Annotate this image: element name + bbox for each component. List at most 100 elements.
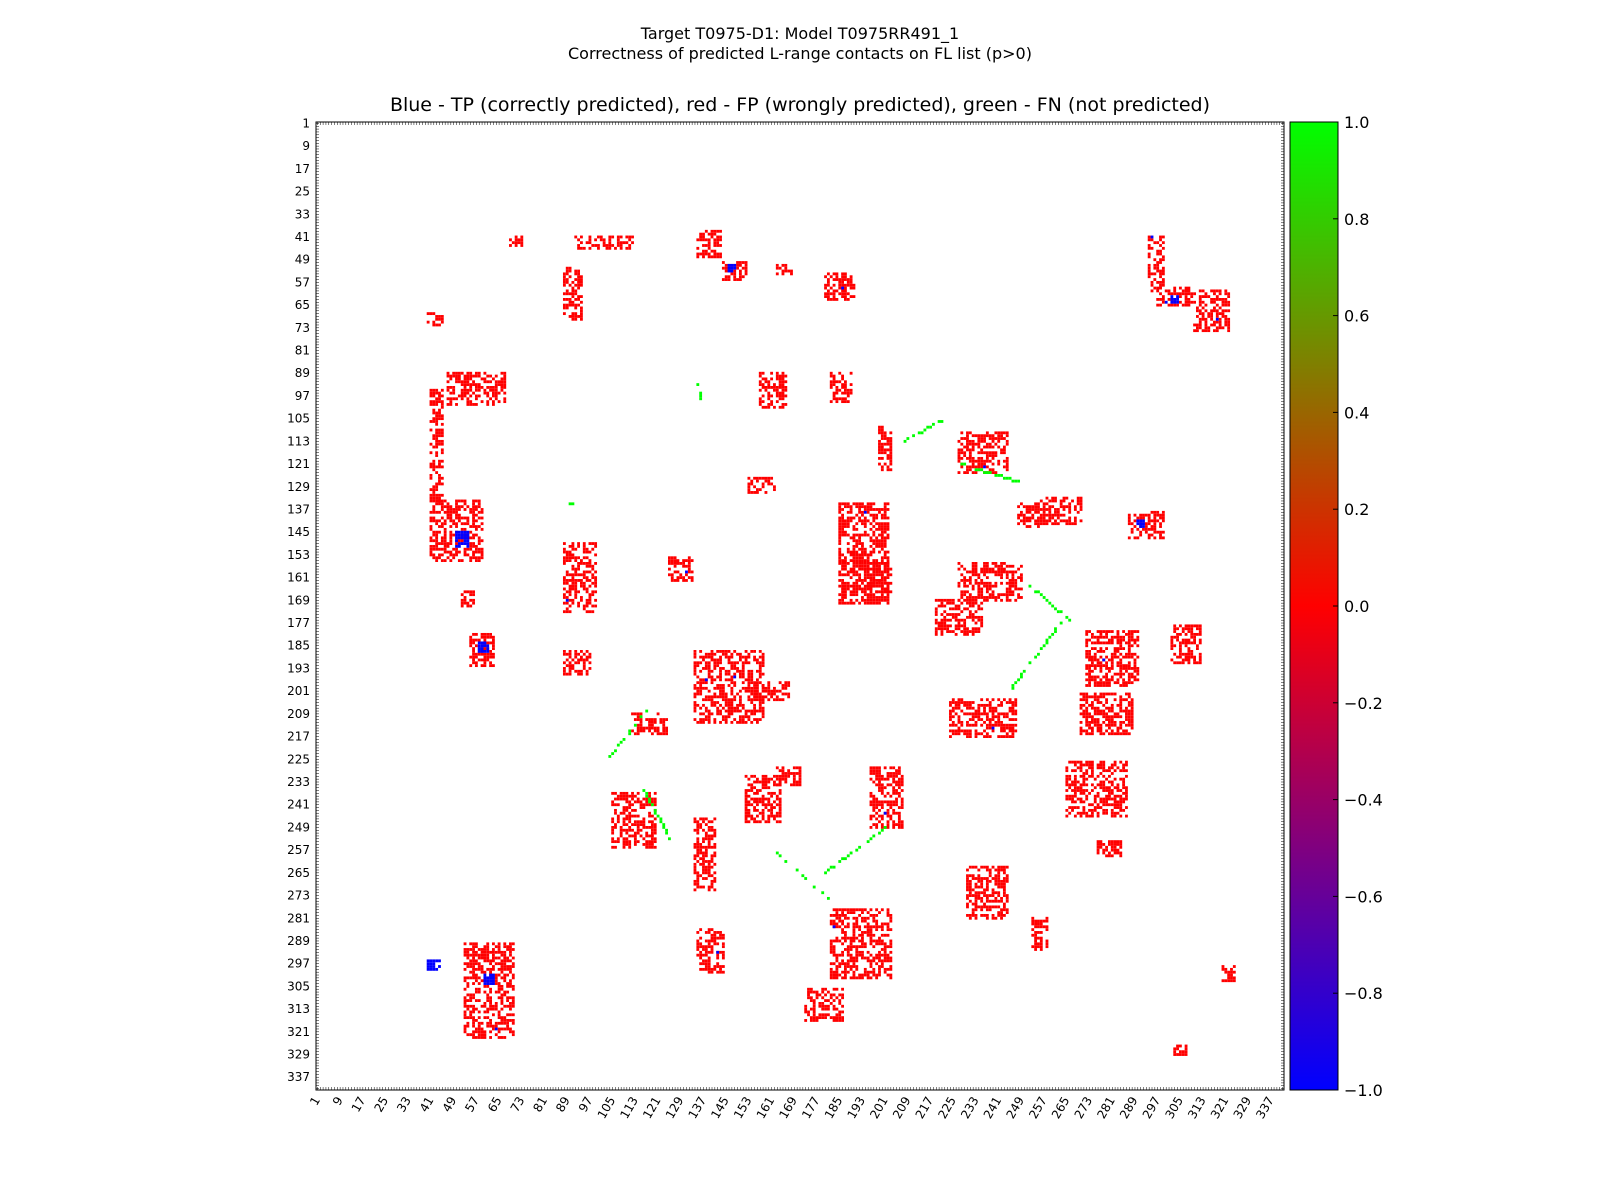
fp-cell <box>492 638 495 642</box>
fp-cell <box>778 377 782 381</box>
fp-cell <box>1136 667 1140 670</box>
fp-cell <box>846 519 850 523</box>
fp-cell <box>571 286 575 290</box>
fp-cell <box>659 732 663 736</box>
fp-cell <box>889 803 893 807</box>
fp-cell <box>619 794 623 798</box>
fp-cell <box>574 303 578 307</box>
fp-cell <box>1130 718 1134 721</box>
fp-cell <box>1014 701 1018 704</box>
fp-cell <box>741 715 745 719</box>
fp-cell <box>438 397 441 401</box>
fp-cell <box>971 598 975 602</box>
fp-cell <box>878 579 881 582</box>
fp-cell <box>577 295 580 298</box>
fp-cell <box>480 510 484 514</box>
fp-cell <box>849 576 853 580</box>
fp-cell <box>841 397 844 401</box>
fp-cell <box>750 482 754 486</box>
fp-cell <box>562 610 566 614</box>
fp-cell <box>773 386 776 389</box>
fp-cell <box>886 811 890 815</box>
fp-cell <box>435 502 439 506</box>
fp-cell <box>1153 513 1157 517</box>
fp-cell <box>435 482 439 486</box>
fp-cell <box>878 544 881 548</box>
fp-cell <box>588 235 592 239</box>
fp-cell <box>940 604 944 608</box>
fp-cell <box>435 530 439 534</box>
fp-cell <box>438 482 441 486</box>
fp-cell <box>693 703 697 707</box>
fp-cell <box>1130 675 1134 679</box>
fp-cell <box>636 826 640 829</box>
fp-cell <box>562 306 566 310</box>
fp-cell <box>1082 709 1086 713</box>
fp-cell <box>872 803 876 807</box>
fp-cell <box>571 280 575 284</box>
tp-cell <box>480 647 484 650</box>
fp-cell <box>753 692 756 696</box>
fp-cell <box>1110 803 1114 807</box>
fp-cell <box>1034 919 1038 923</box>
fp-cell <box>469 508 473 511</box>
fp-cell <box>514 235 518 239</box>
fp-cell <box>1020 573 1023 577</box>
fp-cell <box>429 420 433 423</box>
fp-cell <box>1099 635 1103 639</box>
fp-cell <box>738 261 742 264</box>
fp-cell <box>472 499 475 503</box>
fp-cell <box>565 280 569 284</box>
fp-cell <box>852 516 856 520</box>
fp-cell <box>761 774 765 778</box>
fp-cell <box>966 598 969 602</box>
fp-cell <box>892 811 896 815</box>
fp-cell <box>863 533 867 537</box>
fp-cell <box>1139 513 1143 517</box>
fp-cell <box>878 533 881 537</box>
fp-cell <box>844 590 847 594</box>
fp-cell <box>835 275 839 279</box>
fp-cell <box>1065 769 1069 773</box>
fp-cell <box>767 689 771 693</box>
fp-cell <box>1034 931 1038 934</box>
fp-cell <box>741 661 745 665</box>
fp-cell <box>1221 298 1225 301</box>
fp-cell <box>497 383 501 386</box>
fp-cell <box>1065 789 1069 792</box>
fp-cell <box>1045 916 1049 920</box>
fp-cell <box>878 567 881 571</box>
fp-cell <box>477 371 481 375</box>
fp-cell <box>432 553 436 557</box>
fp-cell <box>753 650 756 653</box>
fp-cell <box>869 593 873 597</box>
tp-cell <box>727 266 731 270</box>
fp-cell <box>866 570 870 574</box>
fp-cell <box>480 658 484 662</box>
fp-cell <box>580 280 583 284</box>
fp-cell <box>1093 797 1097 801</box>
fp-cell <box>472 391 475 395</box>
fp-cell <box>1147 272 1151 276</box>
fp-cell <box>440 476 444 480</box>
fp-cell <box>571 544 575 548</box>
fp-cell <box>880 556 884 560</box>
fp-cell <box>696 820 700 824</box>
fp-cell <box>832 289 836 293</box>
fp-cell <box>438 553 441 557</box>
fp-cell <box>503 383 507 386</box>
fp-cell <box>1108 638 1111 642</box>
fp-cell <box>710 845 714 849</box>
fp-cell <box>991 877 995 880</box>
fp-cell <box>636 823 640 826</box>
fp-cell <box>1130 701 1134 704</box>
fp-cell <box>580 317 583 321</box>
fp-cell <box>1096 803 1100 807</box>
fp-cell <box>963 598 967 602</box>
fp-cell <box>1099 763 1103 767</box>
fp-cell <box>974 891 978 895</box>
fp-cell <box>633 831 637 835</box>
fp-cell <box>1099 726 1103 730</box>
fp-cell <box>761 777 765 781</box>
fp-cell <box>849 371 853 375</box>
